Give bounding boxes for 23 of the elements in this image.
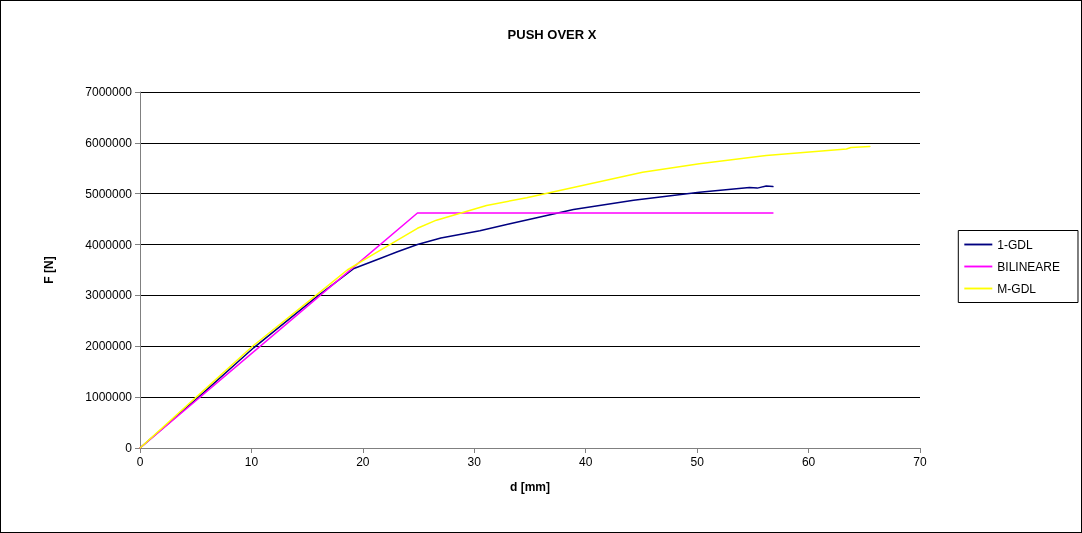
y-axis-title: F [N] [42,256,56,284]
x-tick-label: 10 [244,455,259,469]
y-tick-label: 7000000 [85,85,133,99]
line-series [139,145,871,449]
y-tick-label: 4000000 [85,237,133,252]
x-tick-label: 20 [356,455,370,469]
x-tick-label: 50 [690,455,705,469]
y-tick-label: 1000000 [85,390,133,405]
x-tick-label: 70 [913,455,927,469]
y-tick-label: 6000000 [85,135,133,150]
y-tick-label: 3000000 [85,288,133,303]
legend-label: BILINEARE [997,259,1061,274]
x-tick-label: 0 [136,455,144,469]
legend-label: 1-GDL [997,237,1033,252]
x-tick-label: 60 [801,455,816,469]
y-tick-label: 2000000 [85,339,133,354]
y-tick-label: 5000000 [85,186,133,201]
y-tick-label: 0 [125,441,133,455]
x-tick-label: 40 [579,455,593,469]
legend-label: M-GDL [997,281,1037,296]
x-axis-title: d [mm] [510,480,550,494]
chart-title: PUSH OVER X [507,27,597,42]
x-tick-label: 30 [467,455,482,469]
